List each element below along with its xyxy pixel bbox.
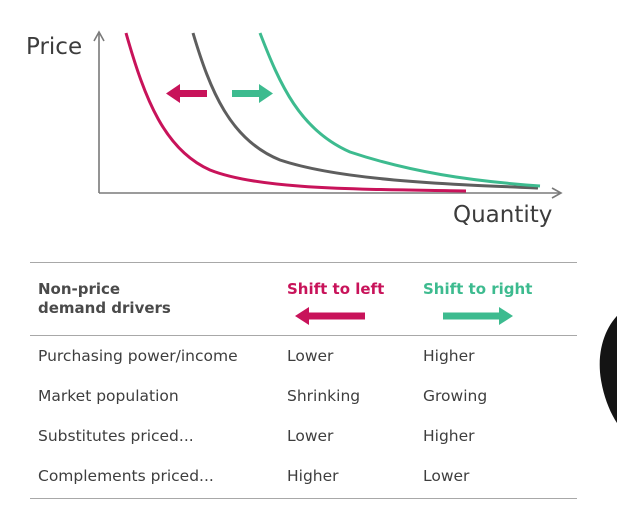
row-driver: Market population	[38, 387, 179, 405]
header-shift-left: Shift to left	[287, 280, 385, 298]
row-driver: Purchasing power/income	[38, 347, 238, 365]
row-shift-left-value: Higher	[287, 467, 339, 485]
table-row: Purchasing power/income Lower Higher	[30, 337, 577, 377]
shift-right-arrow-icon	[232, 84, 273, 103]
demand-curve-original	[191, 32, 539, 190]
header-drivers-label: Non-price demand drivers	[38, 280, 171, 317]
row-shift-left-value: Lower	[287, 427, 334, 445]
demand-drivers-table: Non-price demand drivers Shift to left S…	[30, 262, 577, 499]
demand-curve-left	[124, 32, 467, 193]
row-driver: Complements priced...	[38, 467, 214, 485]
header-drivers: Non-price demand drivers	[38, 280, 171, 318]
table-row: Complements priced... Higher Lower	[30, 457, 577, 497]
table-row: Substitutes priced... Lower Higher	[30, 417, 577, 457]
row-shift-left-value: Lower	[287, 347, 334, 365]
left-arrow-icon	[295, 307, 365, 325]
table-body: Purchasing power/income Lower Higher Market…	[30, 336, 577, 498]
header-shift-right: Shift to right	[423, 280, 533, 298]
presenter-silhouette	[599, 315, 617, 423]
row-shift-right-value: Higher	[423, 347, 475, 365]
demand-curve-right	[258, 32, 541, 188]
demand-curve-diagram	[93, 30, 563, 199]
x-axis-label: Quantity	[453, 202, 553, 228]
row-shift-right-value: Lower	[423, 467, 470, 485]
shift-left-arrow-icon	[166, 84, 207, 103]
y-axis-label: Price	[26, 34, 83, 60]
row-shift-left-value: Shrinking	[287, 387, 361, 405]
row-shift-right-value: Growing	[423, 387, 488, 405]
x-axis-arrowhead	[551, 187, 563, 199]
row-shift-right-value: Higher	[423, 427, 475, 445]
table-header: Non-price demand drivers Shift to left S…	[30, 263, 577, 336]
y-axis-arrowhead	[93, 30, 105, 42]
right-arrow-icon	[443, 307, 513, 325]
table-row: Market population Shrinking Growing	[30, 377, 577, 417]
row-driver: Substitutes priced...	[38, 427, 194, 445]
